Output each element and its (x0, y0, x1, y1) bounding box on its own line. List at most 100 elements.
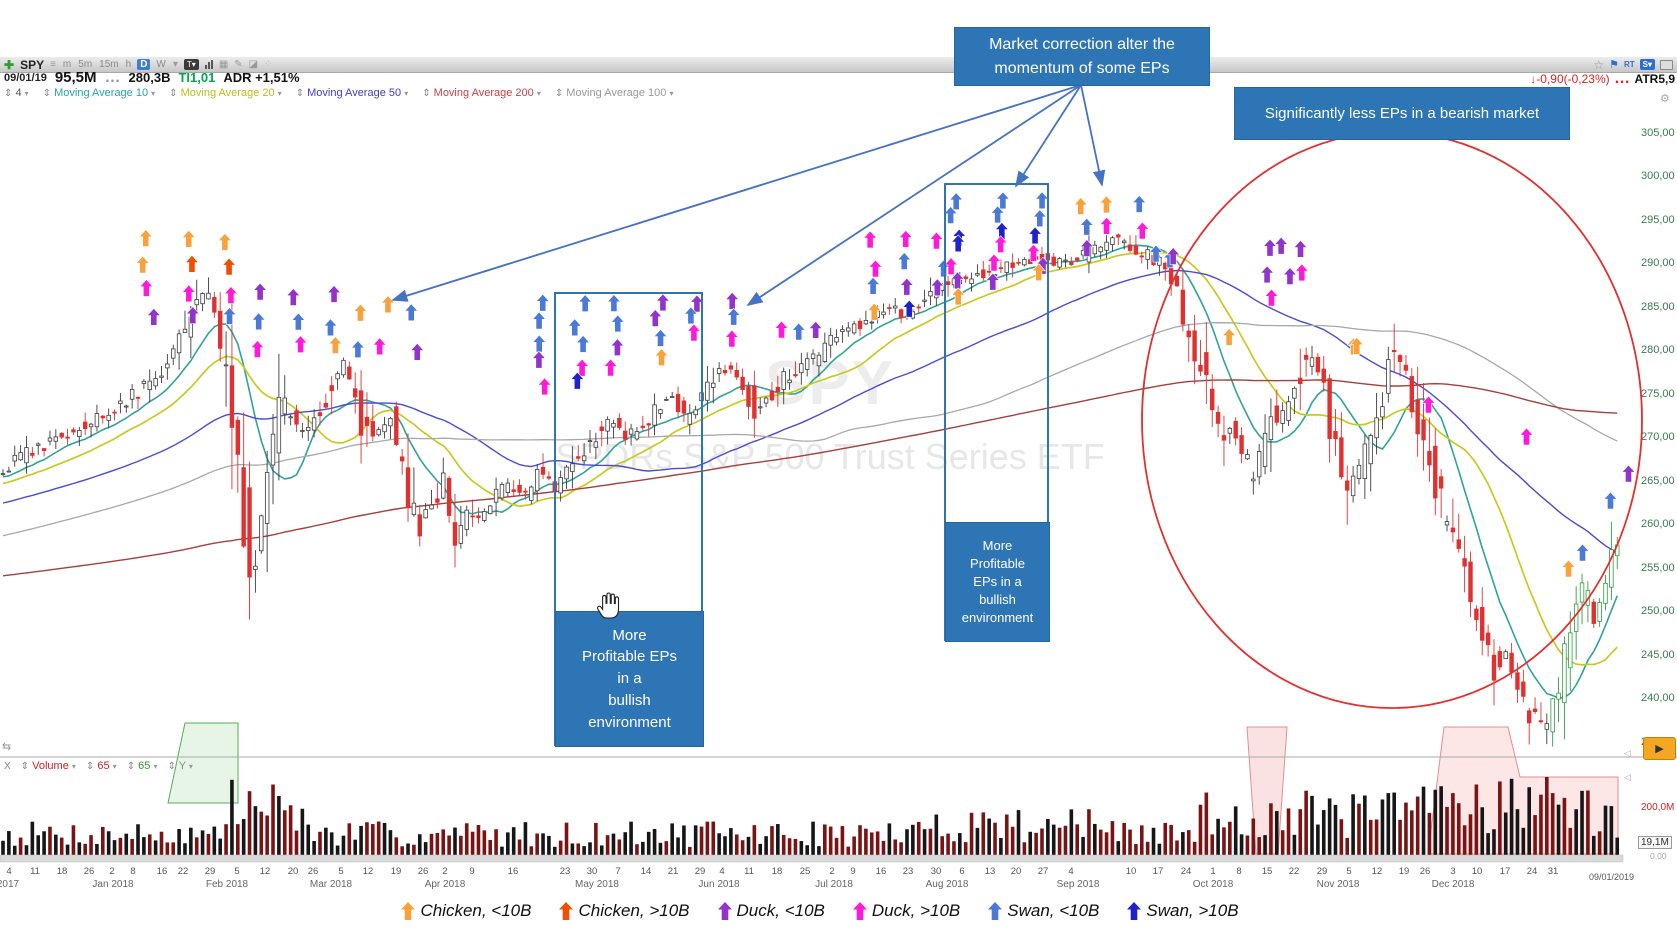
price-tick: 305,00 (1641, 127, 1675, 139)
date-day-tick: 13 (984, 866, 996, 877)
quote-volume: 95,5M (54, 69, 97, 86)
date-day-tick: 20 (1010, 866, 1022, 877)
price-tick: 240,00 (1641, 692, 1675, 705)
date-day-tick: 14 (640, 866, 652, 877)
ma-toggle-moving-average-10[interactable]: ⇕ Moving Average 10 ▾ (42, 87, 156, 99)
date-day-tick: 23 (559, 866, 571, 877)
date-day-tick: 26 (417, 866, 429, 877)
date-day-tick: 29 (204, 866, 216, 877)
eraser-icon[interactable]: ◪ (248, 59, 259, 70)
legend-arrow-icon (988, 902, 1003, 920)
add-symbol-icon[interactable]: ✚ (4, 57, 15, 72)
legend-arrow-icon (852, 902, 867, 920)
flag-icon[interactable]: ⚑ (1609, 59, 1619, 71)
more-dots-icon[interactable]: ⁘ (264, 59, 273, 70)
star-icon[interactable]: ☆ (1593, 57, 1605, 72)
play-icon: ▶ (1655, 743, 1664, 755)
legend-arrow-icon (559, 902, 574, 920)
legend-item-chicken: Chicken, <10B (401, 901, 531, 921)
date-day-tick: 9 (850, 866, 856, 877)
ma-line-50 (2, 269, 1618, 554)
date-day-tick: 7 (615, 866, 621, 877)
date-day-tick: 12 (1371, 866, 1383, 877)
play-button[interactable]: ▶ (1643, 737, 1676, 760)
date-day-tick: 5 (1346, 866, 1352, 877)
date-day-tick: 27 (1037, 866, 1049, 877)
trade-tool-icon[interactable]: T▾ (183, 59, 199, 70)
vol-param2-toggle[interactable]: ⇕ 65 ▾ (126, 760, 158, 772)
date-day-tick: 26 (83, 866, 95, 877)
date-day-tick: 26 (1419, 866, 1431, 877)
quote-adr: ADR +1,51% (223, 70, 300, 85)
callout-bearish: Significantly less EPs in a bearish mark… (1234, 87, 1570, 140)
monitor-icon[interactable] (1660, 59, 1673, 70)
timeframe-m[interactable]: m (62, 59, 72, 70)
date-day-tick: 19 (1398, 866, 1410, 877)
date-day-tick: 18 (56, 866, 68, 877)
date-day-tick: 11 (30, 866, 40, 877)
vol-y-toggle[interactable]: ⇕ Y ▾ (167, 760, 193, 772)
date-day-tick: 17 (1152, 866, 1164, 877)
toolbar-right: ☆ ⚑ RT S▾ (1593, 58, 1677, 72)
price-tick: 260,00 (1641, 518, 1675, 531)
date-day-tick: 5 (234, 866, 240, 877)
grid-icon[interactable]: ▦ (218, 59, 229, 70)
date-day-tick: 22 (1288, 866, 1300, 877)
quote-ti: TI1,01 (178, 70, 216, 85)
volume-last-value-badge: 19,1M (1638, 836, 1672, 849)
volume-chart-icon[interactable] (204, 60, 213, 69)
volume-pane-header: X ⇕ Volume ▾ ⇕ 65 ▾ ⇕ 65 ▾ ⇕ Y ▾ (4, 760, 193, 772)
ma-toggle-moving-average-200[interactable]: ⇕ Moving Average 200 ▾ (422, 87, 541, 99)
callout-market-correction: Market correction alter the momentum of … (954, 27, 1210, 86)
legend-item-duck: Duck, <10B (717, 901, 825, 921)
date-month-tick: 2017 (0, 879, 20, 890)
quote-row: 09/01/19 95,5M … 280,3B TI1,01 ADR +1,51… (4, 69, 300, 87)
h-scrollbar[interactable] (0, 854, 1624, 863)
date-day-tick: 30 (586, 866, 598, 877)
date-day-tick: 17 (1499, 866, 1511, 877)
timeframe-D[interactable]: D (137, 59, 151, 70)
timeframe-dropdown-icon[interactable]: ▾ (172, 59, 178, 70)
vol-x-label[interactable]: X (4, 760, 11, 772)
date-day-tick: 22 (177, 866, 189, 877)
date-day-tick: 31 (1547, 866, 1559, 877)
collapse-pane2-icon[interactable]: ◁ (1624, 772, 1631, 782)
draw-pencil-icon[interactable]: ✎ (234, 59, 243, 70)
date-day-tick: 2 (829, 866, 835, 877)
timeframe-h[interactable]: h (125, 59, 132, 70)
ma-line-200 (2, 379, 1618, 577)
menu-icon[interactable]: ≡ (50, 59, 56, 70)
date-month-tick: Jan 2018 (92, 879, 134, 890)
gear-icon[interactable]: ⚙ (1660, 93, 1670, 105)
ma-toggle-moving-average-100[interactable]: ⇕ Moving Average 100 ▾ (554, 87, 674, 99)
ma-toggle-moving-average-50[interactable]: ⇕ Moving Average 50 ▾ (295, 87, 409, 99)
quote-date: 09/01/19 (4, 71, 47, 84)
strategy-badge[interactable]: S▾ (1639, 59, 1655, 70)
price-tick: 295,00 (1641, 213, 1675, 226)
ma-toggle-moving-average-20[interactable]: ⇕ Moving Average 20 ▾ (169, 87, 282, 99)
date-day-tick: 8 (130, 866, 136, 877)
legend-label: Duck, >10B (871, 901, 961, 920)
timeframe-15m[interactable]: 15m (99, 59, 119, 70)
pan-icon[interactable]: ⇆ (2, 741, 12, 753)
timeframe-W[interactable]: W (156, 59, 166, 70)
date-month-tick: Jul 2018 (815, 879, 853, 890)
volume-highlight-0 (167, 722, 239, 804)
date-day-tick: 24 (1180, 866, 1192, 877)
candles (0, 233, 1620, 747)
timeframe-5m[interactable]: 5m (78, 59, 93, 70)
realtime-label: RT (1623, 60, 1635, 69)
date-month-tick: Nov 2018 (1316, 879, 1360, 890)
callout-bullish-1: More Profitable EPs in a bullish environ… (555, 611, 704, 747)
date-day-tick: 10 (1471, 866, 1483, 877)
ma-toggle-4[interactable]: ⇕ 4 ▾ (4, 87, 29, 99)
date-day-tick: 2 (109, 866, 115, 877)
vol-param1-toggle[interactable]: ⇕ 65 ▾ (85, 760, 117, 772)
collapse-pane-icon[interactable]: ◁ (1624, 748, 1631, 758)
legend-item-swan: Swan, >10B (1127, 901, 1239, 921)
legend-arrow-icon (401, 902, 416, 920)
date-day-tick: 21 (667, 866, 679, 877)
volume-indicator-toggle[interactable]: ⇕ Volume ▾ (20, 760, 76, 772)
date-day-tick: 23 (902, 866, 914, 877)
